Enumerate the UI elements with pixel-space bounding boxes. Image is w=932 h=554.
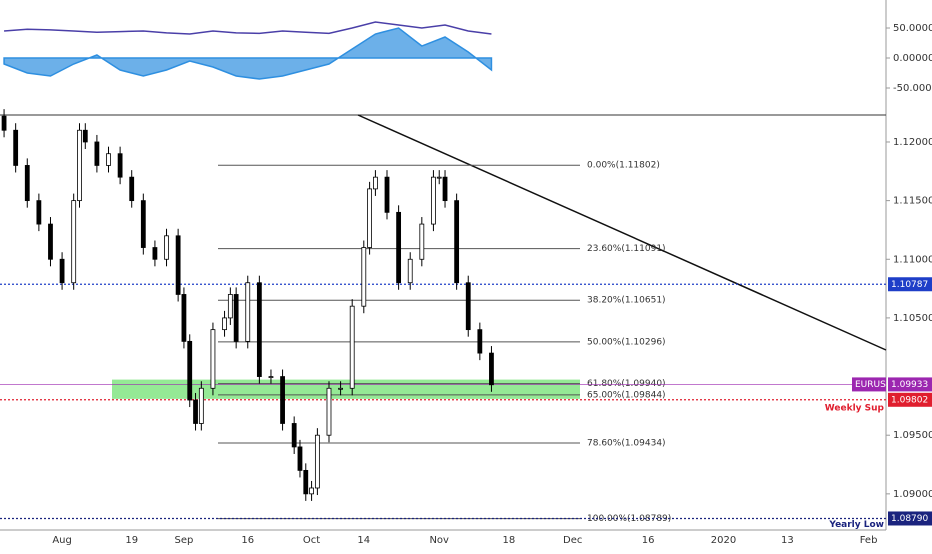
y-tick-label: 1.11500 — [893, 196, 932, 207]
y-tick-label: 1.12000 — [893, 137, 932, 148]
price-tag-label: 1.10787 — [891, 280, 928, 290]
candle-body — [280, 376, 285, 424]
x-tick-label: 2020 — [711, 535, 736, 546]
x-tick-label: 18 — [502, 535, 515, 546]
candle-body — [77, 129, 82, 202]
fib-label: 0.00%(1.11802) — [587, 161, 660, 171]
price-tag-label: 1.09933 — [891, 380, 928, 390]
candle-body — [82, 129, 88, 143]
fib-label: 65.00%(1.09844) — [587, 390, 666, 400]
candle-body — [361, 247, 367, 307]
candle-body — [227, 294, 233, 319]
candle-body — [489, 352, 494, 386]
candle-body — [106, 153, 111, 166]
fib-label: 50.00%(1.10296) — [587, 337, 666, 347]
candle-body — [326, 387, 332, 436]
price-tag-label: 1.08790 — [891, 514, 928, 524]
candle-body — [36, 200, 42, 225]
candle-body — [367, 188, 373, 248]
candle-body — [233, 294, 239, 342]
candle-body — [407, 258, 413, 284]
candle-body — [193, 399, 198, 424]
candle-body — [442, 176, 448, 202]
candle-body — [245, 282, 251, 342]
osc-line — [4, 21, 492, 35]
x-tick-label: 16 — [241, 535, 254, 546]
candle-body — [454, 200, 460, 284]
price-tag — [888, 277, 932, 292]
candle-body — [222, 317, 227, 331]
x-tick-label: Oct — [303, 535, 320, 546]
candle-body — [256, 282, 262, 377]
price-note: Yearly Low — [828, 520, 884, 530]
trend-line — [357, 114, 887, 351]
candle-body — [152, 247, 158, 260]
x-tick-label: 19 — [125, 535, 138, 546]
osc-tick-label: 0.00000 — [893, 53, 932, 64]
candle-body — [59, 258, 65, 284]
x-tick-label: Nov — [429, 535, 449, 546]
fib-label: 23.60%(1.11091) — [587, 244, 666, 254]
candle-body — [268, 376, 274, 378]
candle-body — [13, 129, 19, 166]
symbol-label: EURUSD — [855, 380, 893, 390]
price-tag — [888, 392, 932, 407]
osc-tick-label: 50.00000 — [893, 23, 932, 34]
candle-body — [117, 153, 123, 178]
price-tag-label: 1.09802 — [891, 395, 928, 405]
candle-body — [175, 235, 181, 295]
candle-body — [297, 446, 303, 471]
y-tick-label: 1.09500 — [893, 430, 932, 441]
price-tag — [888, 377, 932, 392]
candle-body — [349, 305, 355, 389]
price-tag — [888, 511, 932, 526]
candle-body — [303, 469, 309, 495]
candle-body — [140, 200, 146, 248]
x-tick-label: Dec — [563, 535, 582, 546]
candle-body — [373, 176, 378, 190]
support-zone — [112, 379, 580, 399]
fib-label: 38.20%(1.10651) — [587, 296, 666, 306]
candle-body — [94, 141, 100, 166]
candle-body — [181, 294, 187, 342]
candle-body — [419, 223, 425, 260]
candle-body — [187, 340, 193, 401]
candle-body — [338, 387, 343, 390]
fib-label: 100.00%(1.08789) — [587, 514, 671, 524]
x-tick-label: 16 — [642, 535, 655, 546]
candle-body — [71, 200, 77, 284]
candle-body — [314, 434, 320, 489]
x-tick-label: 13 — [781, 535, 794, 546]
candle-body — [24, 165, 30, 202]
y-tick-label: 1.09000 — [893, 489, 932, 500]
osc-tick-label: -50.00000 — [893, 83, 932, 94]
candle-body — [210, 329, 216, 389]
fib-label: 78.60%(1.09434) — [587, 438, 666, 448]
candle-body — [396, 211, 402, 284]
candle-body — [48, 223, 53, 260]
candle-body — [477, 329, 483, 354]
candle-body — [198, 387, 204, 424]
candle-body — [384, 176, 390, 213]
candle-body — [291, 423, 297, 448]
symbol-tag — [852, 377, 886, 392]
price-note: Weekly Sup — [825, 403, 885, 413]
fib-label: 61.80%(1.09940) — [587, 379, 666, 389]
x-tick-label: 14 — [357, 535, 370, 546]
osc-area — [3, 27, 493, 80]
x-tick-label: Feb — [860, 535, 878, 546]
candle-body — [436, 176, 442, 179]
y-tick-label: 1.10500 — [893, 313, 932, 324]
candle-body — [431, 176, 436, 225]
candle-body — [309, 487, 314, 495]
candle-body — [465, 282, 471, 331]
candle-body — [1, 115, 7, 131]
y-tick-label: 1.11000 — [893, 254, 932, 265]
x-tick-label: Sep — [175, 535, 194, 546]
candle-body — [129, 176, 135, 202]
x-tick-label: Aug — [52, 535, 72, 546]
candle-body — [164, 235, 169, 260]
